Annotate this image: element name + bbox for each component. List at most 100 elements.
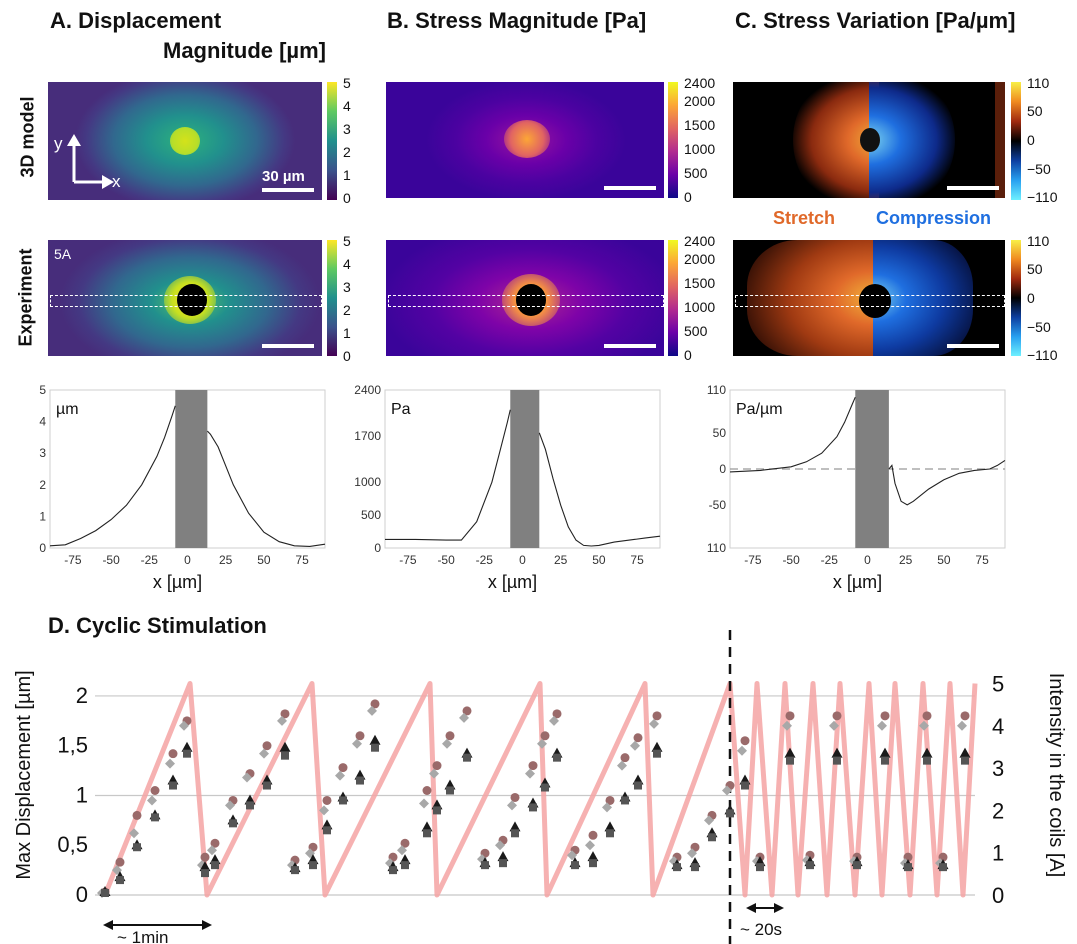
- bead-mask: [859, 284, 891, 318]
- x-axis-title: x [µm]: [833, 572, 882, 592]
- data-point-diamond: [649, 718, 659, 729]
- colorbar-displacement-model: [327, 82, 337, 200]
- x-tick-label: -75: [64, 553, 82, 567]
- data-point-square: [433, 806, 441, 815]
- data-point-circle: [528, 761, 538, 771]
- data-point-circle: [262, 741, 272, 751]
- profile-line-box: [50, 295, 322, 307]
- data-point-diamond: [722, 785, 732, 796]
- data-point-square: [183, 749, 191, 758]
- profile-plot-stress-variation: -75 -50 -25 0 25 50 75 110 50 0 -50 110 Pa/µm x [µm]: [707, 383, 1006, 592]
- x-tick-label: 25: [899, 553, 913, 567]
- data-point-square: [229, 819, 237, 828]
- data-point-square: [553, 753, 561, 762]
- data-point-square: [263, 781, 271, 790]
- profile-line: [49, 405, 326, 547]
- profile-line-box: [735, 295, 1005, 307]
- x-tick-label: 75: [975, 553, 989, 567]
- data-point-diamond: [829, 720, 839, 731]
- data-point-circle: [960, 711, 970, 721]
- compression-lobe: [869, 82, 955, 198]
- colorbar-tick: 0: [343, 190, 351, 206]
- data-point-diamond: [165, 758, 175, 769]
- x-tick-label: 0: [184, 553, 191, 567]
- data-point-square: [339, 796, 347, 805]
- experiment-current-label: 5A: [54, 246, 72, 262]
- data-point-circle: [432, 761, 442, 771]
- period2-arrowhead-left: [746, 903, 756, 913]
- data-point-diamond: [704, 815, 714, 826]
- colorbar-tick: 500: [684, 323, 708, 339]
- data-point-square: [499, 859, 507, 868]
- colorbar-tick: 50: [1027, 103, 1043, 119]
- colorbar-stress-variation-experiment: [1011, 240, 1021, 356]
- data-point-diamond: [737, 745, 747, 756]
- data-point-diamond: [957, 720, 967, 731]
- data-point-diamond: [397, 845, 407, 856]
- data-point-square: [116, 876, 124, 885]
- colorbar-tick: 1500: [684, 275, 716, 291]
- y-tick-label: 110: [707, 383, 726, 397]
- colorbar-tick: 4: [343, 98, 351, 114]
- data-point-circle: [150, 786, 160, 795]
- stress-map-experiment: [386, 240, 664, 356]
- data-point-circle: [510, 792, 520, 802]
- scalebar: [604, 344, 656, 348]
- x-axis-title: x [µm]: [488, 572, 537, 592]
- period2-label: ~ 20s: [740, 920, 782, 939]
- x-tick-label: -50: [782, 553, 800, 567]
- data-point-square: [708, 833, 716, 842]
- y-axis-title: Max Displacement [µm]: [13, 670, 35, 879]
- data-point-diamond: [525, 768, 535, 779]
- data-point-diamond: [225, 800, 235, 811]
- colorbar-tick: 1000: [684, 141, 716, 157]
- data-point-circle: [322, 795, 332, 805]
- y-tick-label: 1: [39, 509, 46, 523]
- data-point-square: [101, 889, 109, 898]
- colorbar-tick: 2400: [684, 233, 716, 249]
- colorbar-tick: 1: [343, 167, 351, 183]
- x-tick-label: -75: [744, 553, 762, 567]
- data-point-square: [904, 863, 912, 872]
- data-point-circle: [540, 731, 550, 741]
- data-point-diamond: [602, 802, 612, 813]
- x-axis-title: x [µm]: [153, 572, 202, 592]
- profile-plot-stress: -75 -50 -25 0 25 50 75 0 500 1000 1700 2400 Pa x [µm]: [354, 383, 661, 592]
- colorbar-displacement-experiment: [327, 240, 337, 356]
- x-tick-label: -50: [102, 553, 120, 567]
- data-point-diamond: [549, 715, 559, 726]
- panel-d-title: D. Cyclic Stimulation: [48, 613, 267, 638]
- colorbar-stress-model: [668, 82, 678, 198]
- bead-band: [855, 390, 889, 548]
- y-tick-label: 1700: [354, 429, 381, 443]
- data-point-diamond: [919, 720, 929, 731]
- row-label-model: 3D model: [17, 96, 38, 178]
- period2-arrowhead-right: [774, 903, 784, 913]
- data-point-triangle: [604, 821, 616, 832]
- data-point-diamond: [147, 795, 157, 806]
- data-point-diamond: [507, 800, 517, 811]
- y-tick-label: 1,5: [57, 733, 88, 758]
- x-tick-label: -25: [821, 553, 839, 567]
- data-point-diamond: [585, 840, 595, 851]
- data-point-square: [423, 829, 431, 838]
- y-tick-label: 4: [39, 415, 46, 429]
- data-point-diamond: [259, 748, 269, 759]
- y-tick-label: 0: [76, 882, 88, 907]
- scalebar-label: 30 µm: [262, 168, 305, 185]
- colorbar-tick: 5: [343, 75, 351, 91]
- data-point-square: [939, 863, 947, 872]
- unit-label: Pa/µm: [736, 401, 783, 418]
- data-point-circle: [168, 749, 178, 759]
- y-tick-label: 0,5: [57, 832, 88, 857]
- y-tick-label: 2: [76, 683, 88, 708]
- profile-line-box: [388, 295, 664, 307]
- scalebar: [604, 186, 656, 190]
- data-point-triangle: [879, 747, 891, 758]
- data-point-triangle: [199, 861, 211, 872]
- y-tick-label: 110: [707, 541, 726, 555]
- colorbar-tick: 1000: [684, 299, 716, 315]
- x-tick-label: 50: [592, 553, 606, 567]
- x-tick-label: -25: [476, 553, 494, 567]
- colorbar-tick: 5: [343, 233, 351, 249]
